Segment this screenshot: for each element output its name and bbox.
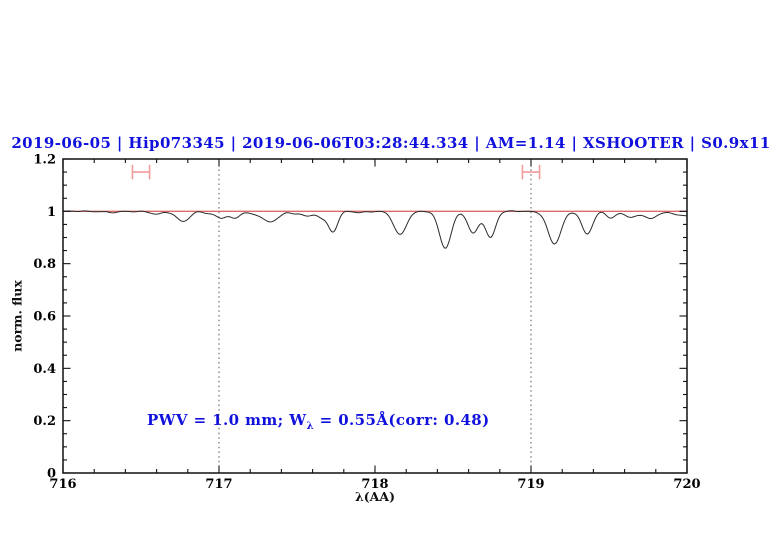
y-tick-label: 1.2 [33,153,56,168]
axes [62,158,688,474]
x-tick-label: 718 [361,477,388,492]
guide-lines [218,160,532,472]
x-tick-label: 719 [517,477,544,492]
pwv-annotation-suffix: = 0.55Å(corr: 0.48) [314,411,490,429]
spectrum-line [62,210,688,249]
pwv-annotation-lambda-subscript: λ [306,420,314,432]
y-tick-label: 0 [47,467,56,482]
y-tick-labels: 0 0.2 0.4 0.6 0.8 1 1.2 [33,153,56,482]
spectrum [62,210,688,249]
range-markers [131,164,541,180]
y-tick-label: 1 [47,205,56,220]
plot-frame [62,158,688,474]
y-tick-label: 0.6 [33,310,56,325]
pwv-annotation: PWV = 1.0 mm; Wλ = 0.55Å(corr: 0.48) [147,411,490,432]
y-tick-label: 0.8 [33,257,56,272]
y-tick-label: 0.4 [33,362,56,377]
pwv-annotation-prefix: PWV = 1.0 mm; W [147,411,307,429]
integration-range-marker-left [131,164,151,180]
y-tick-label: 0.2 [33,414,56,429]
integration-range-marker-right [521,164,541,180]
x-tick-label: 716 [49,477,76,492]
x-tick-labels: 716 717 718 719 720 [49,477,700,492]
x-tick-label: 720 [673,477,700,492]
x-tick-label: 717 [205,477,232,492]
plot-title: 2019-06-05 | Hip073345 | 2019-06-06T03:2… [11,134,771,152]
x-axis-label: λ(AA) [355,489,395,504]
